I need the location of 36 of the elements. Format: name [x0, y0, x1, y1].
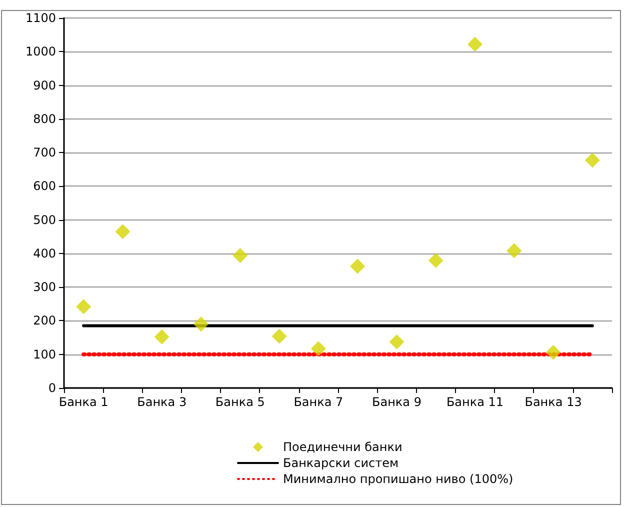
y-tick-label: 300 — [33, 280, 56, 294]
y-tick-label: 1100 — [25, 11, 56, 25]
point — [76, 299, 92, 314]
legend-label: Минимално пропишано ниво (100%) — [283, 472, 514, 486]
point — [584, 152, 600, 168]
y-tick-label: 900 — [33, 78, 56, 92]
point — [154, 329, 170, 344]
point — [272, 328, 287, 344]
x-tick-label: Банка 9 — [372, 395, 422, 409]
x-tick-label: Банка 7 — [294, 395, 344, 409]
point — [194, 316, 208, 332]
y-tick-label: 200 — [33, 314, 56, 328]
point — [546, 344, 561, 360]
y-tick-label: 500 — [33, 212, 56, 227]
point — [468, 36, 482, 52]
x-tick-label: Банка 1 — [58, 395, 108, 409]
y-tick-label: 800 — [33, 112, 56, 126]
point — [350, 258, 366, 274]
x-tick-label: Банка 5 — [215, 395, 265, 409]
x-tick-label: Банка 13 — [524, 395, 582, 409]
x-tick-label: Банка 3 — [137, 395, 187, 409]
y-tick-label: 400 — [33, 246, 56, 260]
y-tick-label: 700 — [33, 146, 56, 160]
point — [310, 341, 326, 356]
point — [428, 253, 444, 268]
point — [389, 334, 404, 350]
point — [232, 248, 248, 263]
point — [115, 224, 130, 240]
y-tick-label: 0 — [48, 381, 56, 395]
legend-label: Поединечни банки — [283, 440, 402, 454]
y-tick-label: 600 — [33, 179, 56, 194]
y-tick-label: 100 — [33, 347, 56, 362]
point — [506, 243, 522, 258]
x-tick-label: Банка 11 — [446, 395, 504, 409]
y-tick-label: 1000 — [25, 44, 56, 59]
legend-label: Банкарски систем — [283, 456, 399, 470]
